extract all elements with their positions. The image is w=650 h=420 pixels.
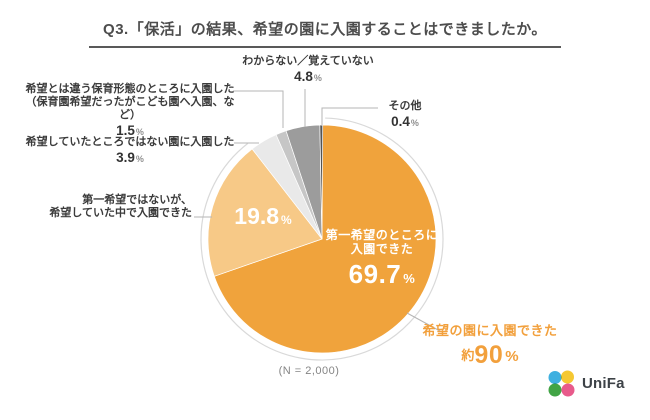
label-other-text: その他 [388, 100, 422, 112]
label-different-type-value: 1.5% [116, 123, 144, 138]
label-different-type-line2: （保育園希望だったがこども園へ入園、など） [25, 96, 235, 121]
chart-title: Q3.「保活」の結果、希望の園に入園することはできましたか。 [89, 18, 561, 48]
label-other-value: 0.4% [391, 114, 419, 129]
leader-lines [194, 89, 441, 332]
label-different-type-line1: 希望とは違う保育形態のところに入園した [25, 83, 235, 95]
logo-dot-yellow [561, 370, 574, 384]
percent-sign: % [313, 73, 322, 83]
label-unknown: わからない／覚えていない 4.8% [233, 55, 383, 85]
label-unknown-value: 4.8% [294, 69, 322, 84]
label-not-hoped-value: 3.9% [116, 150, 144, 165]
percent-sign: % [410, 118, 419, 128]
label-not-hoped: 希望していたところではない園に入園した 3.9% [22, 136, 238, 166]
label-unknown-text: わからない／覚えていない [242, 55, 374, 67]
label-second-choice-line2: 希望していた中で入園できた [49, 207, 192, 219]
leader-line-different-type [233, 90, 284, 128]
label-first-choice: 第一希望のところに 入園できた 69.7% [312, 228, 452, 294]
label-other: その他 0.4% [383, 100, 427, 130]
leader-line-group-callout [406, 312, 441, 332]
group-annotation-prefix: 約 [461, 348, 475, 363]
unifa-logo-mark [548, 370, 575, 397]
label-first-choice-line1: 第一希望のところに [325, 228, 439, 242]
logo-dot-blue [548, 371, 562, 384]
percent-sign: % [135, 127, 144, 137]
percent-sign: % [281, 213, 292, 227]
logo-dot-green [548, 383, 562, 397]
label-second-choice: 第一希望ではないが、 希望していた中で入園できた [40, 194, 192, 220]
pie-slice-5 [319, 124, 324, 240]
leader-line-other [321, 107, 378, 126]
group-annotation-label: 希望の園に入園できた [422, 323, 558, 338]
label-different-type: 希望とは違う保育形態のところに入園した （保育園希望だったがこども園へ入園、など… [22, 83, 238, 139]
pie-slices [207, 124, 437, 354]
group-arc-ring [200, 117, 444, 361]
chart-title-wrap: Q3.「保活」の結果、希望の園に入園することはできましたか。 [0, 18, 650, 48]
label-second-choice-value: 19.8% [234, 203, 292, 229]
label-first-choice-line2: 入園できた [350, 242, 414, 256]
label-first-choice-value: 69.7% [348, 259, 416, 289]
group-annotation: 希望の園に入園できた 約90% [420, 323, 560, 370]
percent-sign: % [505, 348, 519, 365]
label-not-hoped-text: 希望していたところではない園に入園した [25, 136, 235, 148]
pie-slice-0 [213, 124, 437, 354]
pie-slice-1 [207, 148, 323, 277]
label-second-choice-line1: 第一希望ではないが、 [82, 194, 192, 206]
logo-dot-pink [561, 383, 575, 397]
percent-sign: % [135, 154, 144, 164]
unifa-logo-text: UniFa [582, 375, 625, 392]
percent-sign: % [403, 271, 416, 286]
group-annotation-value: 約90% [461, 341, 519, 369]
unifa-logo: UniFa [546, 369, 625, 398]
sample-size-note: (N = 2,000) [278, 365, 340, 377]
